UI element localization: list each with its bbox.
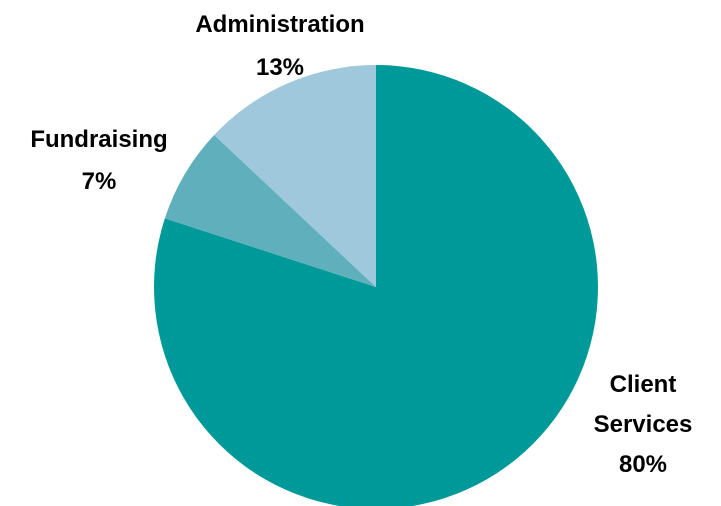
slice-value-administration: 13% [256, 54, 304, 81]
pie-slices [154, 65, 598, 506]
pie-slice-administration [214, 65, 376, 287]
pie-slice-fundraising [164, 135, 376, 287]
slice-value-client-services: 80% [619, 451, 667, 478]
slice-label-client-services-line2: Services [594, 411, 693, 438]
slice-label-fundraising: Fundraising [30, 126, 167, 153]
slice-label-client-services: Client [610, 371, 677, 398]
slice-value-fundraising: 7% [82, 168, 117, 195]
slice-label-administration: Administration [195, 11, 364, 38]
pie-slice-client-services [154, 65, 598, 506]
